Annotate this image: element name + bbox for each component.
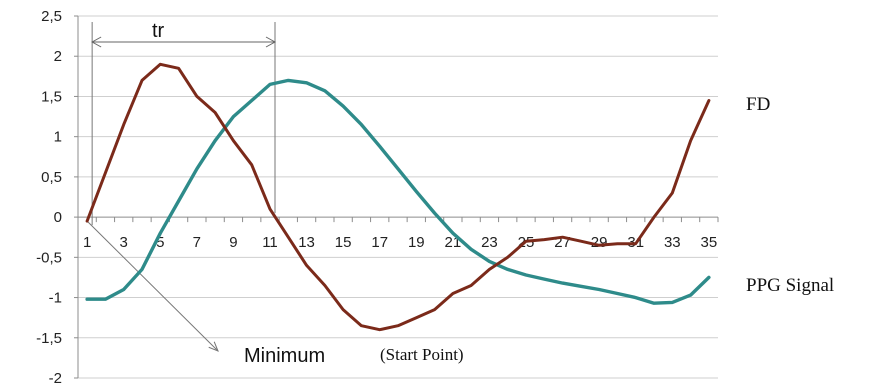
x-tick-label: 11	[262, 234, 278, 251]
series-line-fd	[85, 62, 711, 332]
x-tick-label: 23	[481, 234, 498, 251]
y-tick-label: -0,5	[36, 249, 62, 266]
grid	[78, 15, 718, 379]
x-tick-label: 19	[408, 234, 425, 251]
axes: 2,521,510,50-0,5-1-1,5-21 3 5 7 9 11 13 15 17 19 2…	[36, 8, 719, 387]
x-tick-label: 29	[591, 234, 608, 251]
y-tick-label: 1	[54, 129, 62, 146]
x-tick-label: 17	[371, 234, 388, 251]
x-tick-label: 7	[193, 234, 201, 251]
tr-label: tr	[152, 20, 165, 42]
x-tick-label: 35	[701, 234, 718, 251]
y-tick-label: 2	[54, 48, 62, 65]
series-label-fd: FD	[746, 94, 770, 115]
y-tick-label: -1	[49, 290, 62, 307]
start-point-label: (Start Point)	[380, 345, 464, 364]
y-tick-label: -1,5	[36, 330, 62, 347]
annotations	[86, 22, 277, 352]
x-tick-label: 9	[229, 234, 237, 251]
x-tick-label: 15	[335, 234, 352, 251]
y-tick-label: 1,5	[41, 88, 62, 105]
x-tick-label: 13	[298, 234, 315, 251]
minimum-arrow	[86, 220, 219, 352]
x-tick-label: 33	[664, 234, 681, 251]
series-label-ppg: PPG Signal	[746, 275, 834, 296]
y-tick-label: 0,5	[41, 169, 62, 186]
tr-arrowhead-right	[265, 36, 277, 48]
series-line-ppg	[85, 78, 711, 305]
series	[85, 62, 711, 332]
x-tick-label: 5	[156, 234, 164, 251]
y-tick-label: 0	[54, 209, 62, 226]
labels: tr FD PPG Signal Minimum (Start Point)	[152, 20, 834, 367]
y-tick-label: 2,5	[41, 8, 62, 25]
minimum-arrowhead	[208, 341, 219, 352]
x-tick-label: 3	[120, 234, 128, 251]
tr-arrowhead-left	[91, 36, 102, 48]
y-tick-label: -2	[49, 370, 62, 387]
x-tick-label: 1	[83, 234, 91, 251]
minimum-label: Minimum	[244, 345, 325, 367]
